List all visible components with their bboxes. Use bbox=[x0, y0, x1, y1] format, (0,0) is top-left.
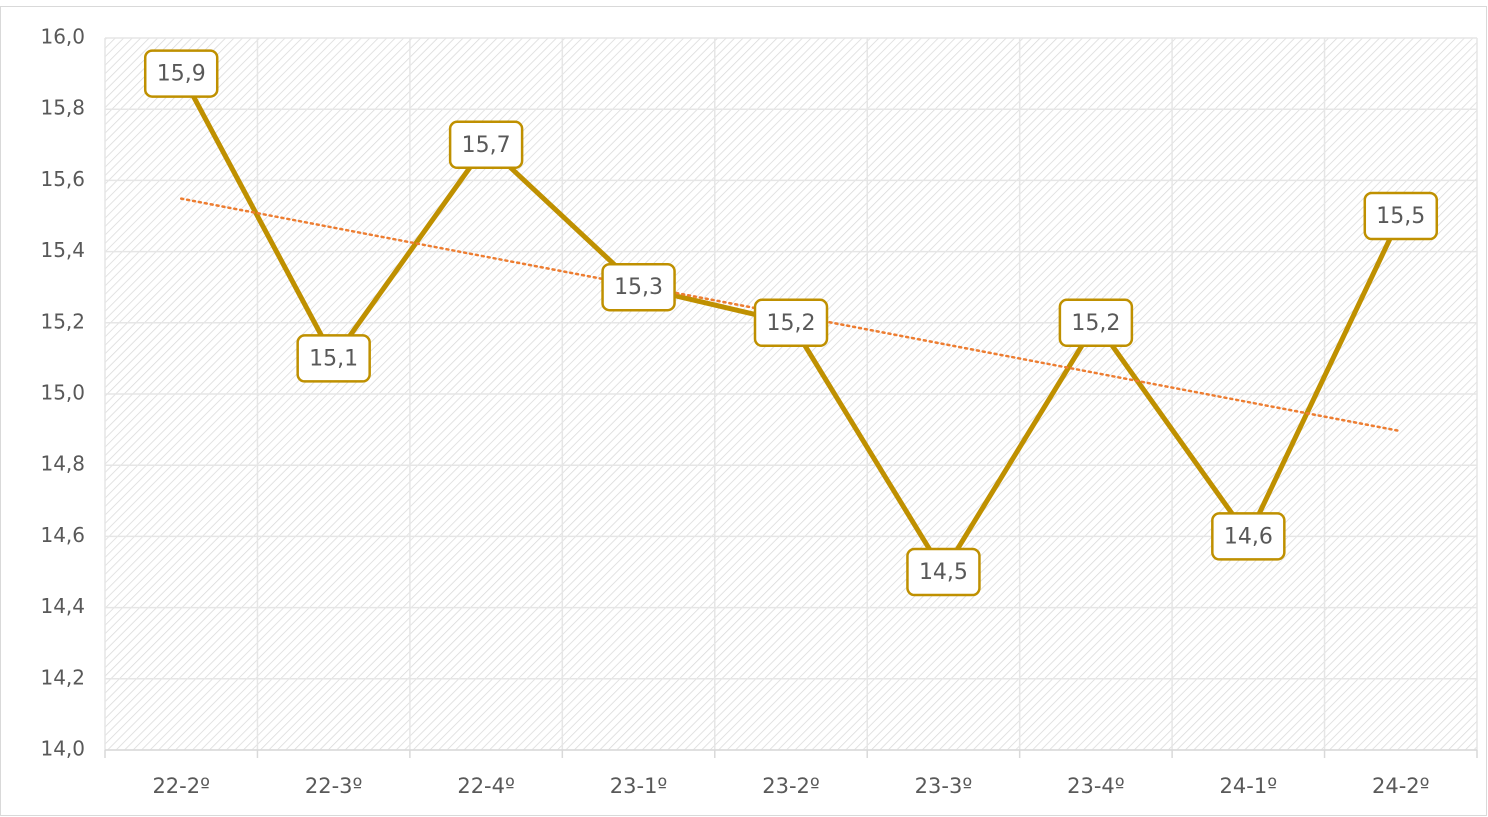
y-tick-label: 14,2 bbox=[40, 665, 85, 689]
data-label: 15,9 bbox=[157, 62, 206, 87]
data-label: 14,5 bbox=[919, 560, 968, 585]
data-label: 14,6 bbox=[1224, 524, 1273, 549]
data-label: 15,5 bbox=[1376, 204, 1425, 229]
data-label: 15,2 bbox=[767, 311, 816, 336]
data-label-box bbox=[753, 298, 829, 348]
y-tick-label: 15,2 bbox=[40, 309, 85, 333]
data-label: 15,7 bbox=[462, 133, 511, 158]
data-label-box bbox=[448, 120, 524, 170]
x-tick-label: 24-1º bbox=[1220, 774, 1278, 798]
data-label-box bbox=[906, 547, 981, 597]
y-tick-label: 14,6 bbox=[40, 523, 85, 547]
data-label-box bbox=[296, 334, 371, 383]
y-tick-label: 16,0 bbox=[40, 25, 85, 49]
data-label: 15,2 bbox=[1071, 311, 1120, 336]
data-label-box bbox=[1058, 298, 1134, 348]
x-tick-label: 23-3º bbox=[915, 774, 973, 798]
x-tick-label: 23-4º bbox=[1067, 774, 1125, 798]
y-tick-label: 14,8 bbox=[40, 452, 85, 476]
data-label-box bbox=[1363, 191, 1439, 241]
y-tick-label: 15,6 bbox=[40, 167, 85, 191]
y-tick-label: 14,0 bbox=[40, 737, 85, 761]
y-tick-label: 15,0 bbox=[40, 381, 85, 405]
data-label-box bbox=[143, 49, 219, 98]
x-tick-label: 22-2º bbox=[152, 774, 210, 798]
y-tick-label: 14,4 bbox=[40, 594, 85, 618]
x-tick-label: 24-2º bbox=[1372, 774, 1430, 798]
y-tick-label: 15,8 bbox=[40, 96, 85, 120]
x-tick-label: 23-2º bbox=[762, 774, 820, 798]
data-label: 15,1 bbox=[309, 346, 358, 371]
data-label-box bbox=[601, 262, 676, 312]
y-tick-label: 15,4 bbox=[40, 238, 85, 262]
x-tick-label: 22-3º bbox=[305, 774, 363, 798]
x-tick-label: 23-1º bbox=[610, 774, 668, 798]
data-label-box bbox=[1211, 512, 1286, 561]
x-tick-label: 22-4º bbox=[457, 774, 515, 798]
data-label: 15,3 bbox=[614, 275, 663, 300]
